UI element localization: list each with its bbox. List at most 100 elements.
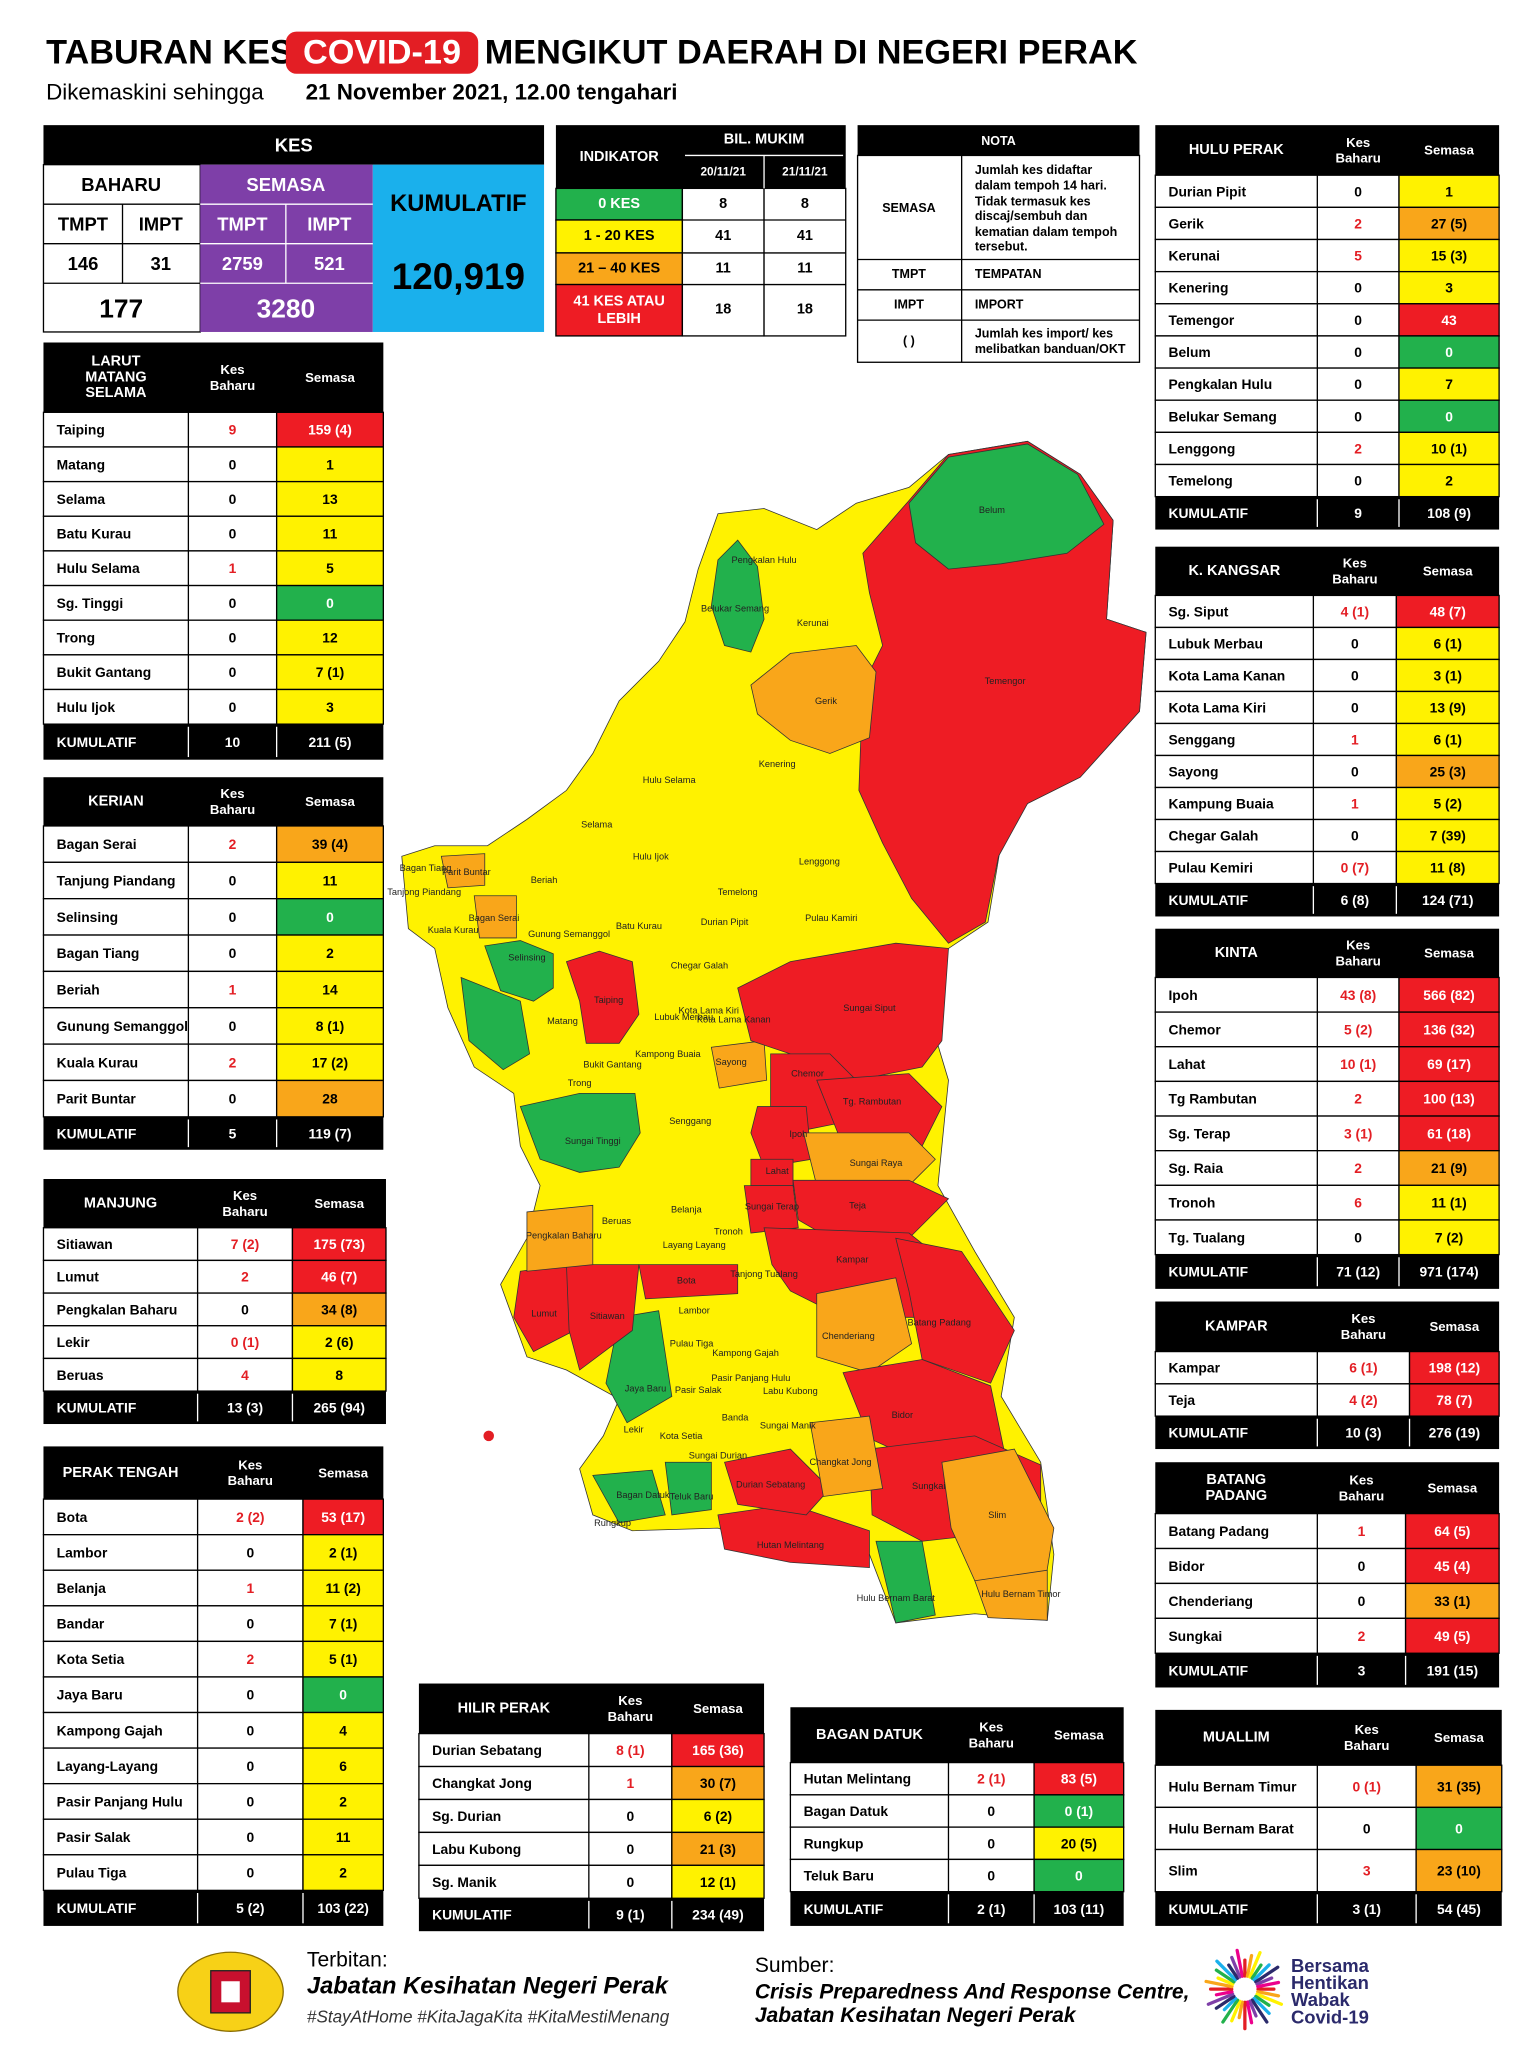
cell — [555, 125, 846, 189]
kes-semasa: 25 (3) — [1430, 763, 1466, 779]
row-cell — [1154, 1046, 1400, 1083]
semasa-cell — [302, 1676, 385, 1714]
row-cell — [42, 970, 278, 1009]
region — [737, 942, 949, 1081]
header: 20/11/21 — [700, 164, 746, 178]
kes-semasa: 33 (1) — [1434, 1593, 1470, 1609]
kes-baharu: 0 — [1354, 376, 1362, 392]
cell — [372, 164, 545, 332]
map-label: Kenering — [759, 759, 796, 769]
map-label: Bukit Gantang — [583, 1059, 641, 1069]
region — [710, 539, 765, 653]
header: 21/11/21 — [782, 164, 828, 178]
value: 18 — [715, 302, 731, 318]
mukim-name: Belukar Semang — [1168, 408, 1276, 424]
level-label: 1 - 20 KES — [584, 228, 655, 244]
kes-semasa: 0 — [326, 595, 334, 611]
term: TMPT — [892, 267, 926, 281]
burst-ray — [1214, 1994, 1236, 2010]
kes-baharu: 1 — [1351, 731, 1359, 747]
map-label: Sitiawan — [590, 1311, 625, 1321]
kes-semasa: 7 (2) — [1435, 1229, 1463, 1245]
map-label: Kota Lama Kiri — [678, 1005, 738, 1015]
map-label: Trong — [568, 1078, 592, 1088]
emblem — [177, 1951, 284, 2032]
grid — [857, 155, 1140, 363]
kes-baharu: 6 — [1354, 1195, 1362, 1211]
source-label: Sumber: — [755, 1954, 835, 1977]
burst-ray — [1250, 1963, 1263, 1980]
kes-baharu: 1 — [229, 982, 237, 998]
mukim-name: Batang Padang — [1168, 1523, 1269, 1539]
title: MENGIKUT DAERAH DI NEGERI PERAK — [485, 34, 1138, 72]
total-label: KUMULATIF — [57, 1400, 137, 1416]
region — [440, 853, 486, 889]
burst-ray — [1215, 1959, 1238, 1982]
mukim-name: Teluk Baru — [804, 1868, 874, 1884]
semasa-cell — [671, 1765, 765, 1801]
semasa-cell — [275, 1007, 385, 1045]
map-label: Bagan Tiang — [400, 863, 452, 873]
mukim-name: Trong — [57, 630, 95, 646]
grid — [43, 203, 201, 284]
row-cell — [789, 1826, 1035, 1861]
column-header: Semasa — [1424, 946, 1474, 961]
semasa-cell — [275, 1079, 385, 1118]
column-header: Baharu — [1344, 1738, 1389, 1753]
row-cell — [42, 584, 278, 621]
value: 41 — [715, 228, 731, 244]
level-label: 21 – 40 KES — [578, 261, 660, 277]
source: Crisis Preparedness And Response Centre, — [755, 1980, 1190, 2003]
total-cell — [43, 1116, 384, 1150]
kes-semasa: 31 (35) — [1437, 1778, 1481, 1794]
map-label: Senggang — [669, 1116, 711, 1126]
semasa-cell — [291, 1292, 387, 1327]
kes-semasa: 46 (7) — [321, 1269, 357, 1285]
kes-baharu: 2 — [1358, 1628, 1366, 1644]
mukim-name: Lambor — [57, 1544, 108, 1560]
mukim-name: Kota Setia — [57, 1651, 125, 1667]
burst-ray — [1252, 1963, 1271, 1982]
header-cell — [43, 342, 384, 413]
total-baharu: 6 (8) — [1341, 892, 1369, 908]
kes-semasa: 21 (3) — [700, 1841, 736, 1857]
map-label: Sayong — [715, 1057, 746, 1067]
mukim-name: Bagan Serai — [57, 836, 137, 852]
header-cell — [1155, 1709, 1502, 1766]
kes-semasa: 100 (13) — [1423, 1091, 1475, 1107]
kes-baharu: 0 — [246, 1687, 254, 1703]
cell — [43, 125, 545, 165]
row-cell — [42, 1640, 304, 1678]
total-label: KUMULATIF — [1168, 505, 1248, 521]
kes-baharu: 4 — [241, 1367, 249, 1383]
row-cell — [1154, 206, 1400, 241]
map-label: Sungai Terap — [745, 1202, 799, 1212]
semasa-cell — [275, 550, 385, 587]
map-label: Sungai Raya — [850, 1158, 904, 1168]
map-label: Tg. Rambutan — [843, 1096, 901, 1106]
subtitle-date: 21 November 2021, 12.00 tengahari — [306, 80, 678, 105]
total-baharu: 9 (1) — [616, 1907, 644, 1923]
kes-semasa: 11 (2) — [325, 1580, 360, 1596]
kes-semasa: 2 (6) — [325, 1334, 353, 1350]
value: 2759 — [222, 253, 263, 274]
map-label: Sungai Tinggi — [565, 1136, 621, 1146]
map-label: Parit Buntar — [442, 867, 491, 877]
total-baharu: 3 (1) — [1353, 1901, 1381, 1917]
semasa-cell — [302, 1818, 385, 1856]
row-cell — [42, 1498, 304, 1536]
kes-semasa: 0 — [1455, 1820, 1463, 1836]
map-label: Durian Sebatang — [736, 1480, 805, 1490]
row-cell — [418, 1798, 673, 1834]
row-cell — [42, 688, 278, 725]
column-header: Semasa — [1434, 1730, 1484, 1745]
column-header: Baharu — [1339, 1488, 1384, 1503]
kes-baharu: 0 — [1351, 635, 1359, 651]
map-label: Changkat Jong — [809, 1457, 871, 1467]
semasa-cell — [302, 1711, 385, 1749]
map-label: Matang — [547, 1016, 578, 1026]
kes-baharu: 0 — [1358, 1558, 1366, 1574]
